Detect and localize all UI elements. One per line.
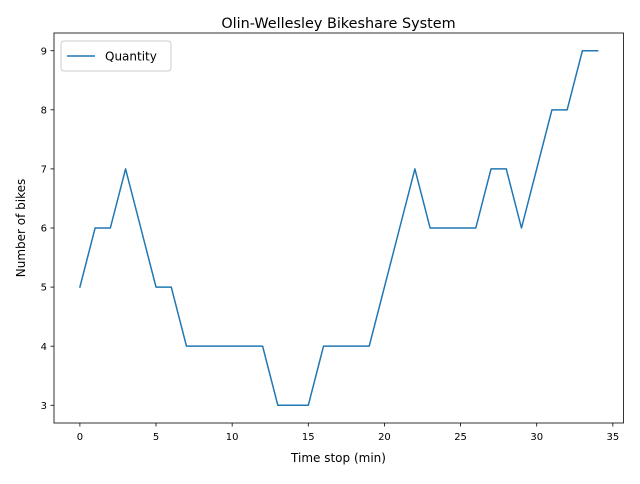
y-tick-label: 8	[41, 105, 47, 116]
x-tick-label: 35	[606, 432, 619, 443]
x-tick-label: 30	[530, 432, 543, 443]
legend-box	[60, 40, 172, 72]
series-line-quantity	[78, 49, 599, 407]
x-tick-label: 20	[378, 432, 391, 443]
y-tick-label: 4	[41, 342, 47, 353]
legend-entry-quantity: Quantity	[105, 50, 157, 64]
x-tick-label: 5	[153, 432, 159, 443]
x-tick-label: 10	[226, 432, 239, 443]
series-layer	[78, 49, 599, 407]
legend: Quantity	[60, 40, 172, 72]
y-axis-label: Number of bikes	[14, 179, 28, 278]
plot-area-frame	[53, 32, 624, 424]
y-tick-label: 6	[41, 224, 47, 235]
x-axis-label: Time stop (min)	[290, 451, 386, 465]
y-tick-label: 7	[41, 165, 47, 176]
x-tick-label: 0	[77, 432, 83, 443]
x-tick-label: 15	[302, 432, 315, 443]
chart-title: Olin-Wellesley Bikeshare System	[221, 16, 455, 32]
y-axis-ticks: 3 4 5 6 7 8 9	[41, 46, 54, 412]
y-tick-label: 9	[41, 46, 47, 57]
y-tick-label: 5	[41, 283, 47, 294]
x-axis-ticks: 0 5 10 15 20 25 30 35	[77, 423, 619, 443]
x-tick-label: 25	[454, 432, 467, 443]
y-tick-label: 3	[41, 401, 47, 412]
